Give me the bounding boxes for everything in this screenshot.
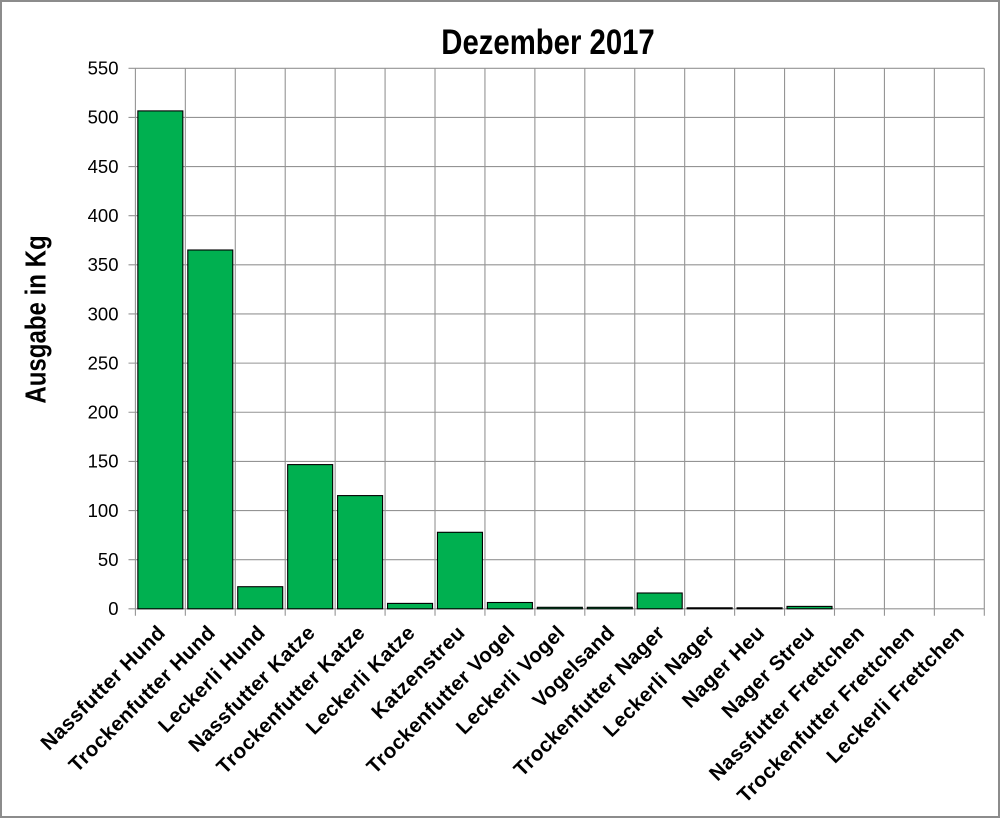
- svg-text:250: 250: [88, 352, 119, 373]
- svg-text:50: 50: [98, 549, 119, 570]
- svg-text:450: 450: [88, 156, 119, 177]
- svg-text:400: 400: [88, 205, 119, 226]
- svg-text:100: 100: [88, 500, 119, 521]
- svg-text:550: 550: [88, 58, 119, 79]
- svg-text:350: 350: [88, 254, 119, 275]
- svg-text:300: 300: [88, 303, 119, 324]
- svg-text:200: 200: [88, 402, 119, 423]
- svg-text:500: 500: [88, 107, 119, 128]
- svg-text:Ausgabe in Kg: Ausgabe in Kg: [19, 235, 52, 403]
- svg-text:0: 0: [108, 598, 118, 619]
- svg-text:150: 150: [88, 451, 119, 472]
- svg-text:Dezember 2017: Dezember 2017: [441, 23, 654, 62]
